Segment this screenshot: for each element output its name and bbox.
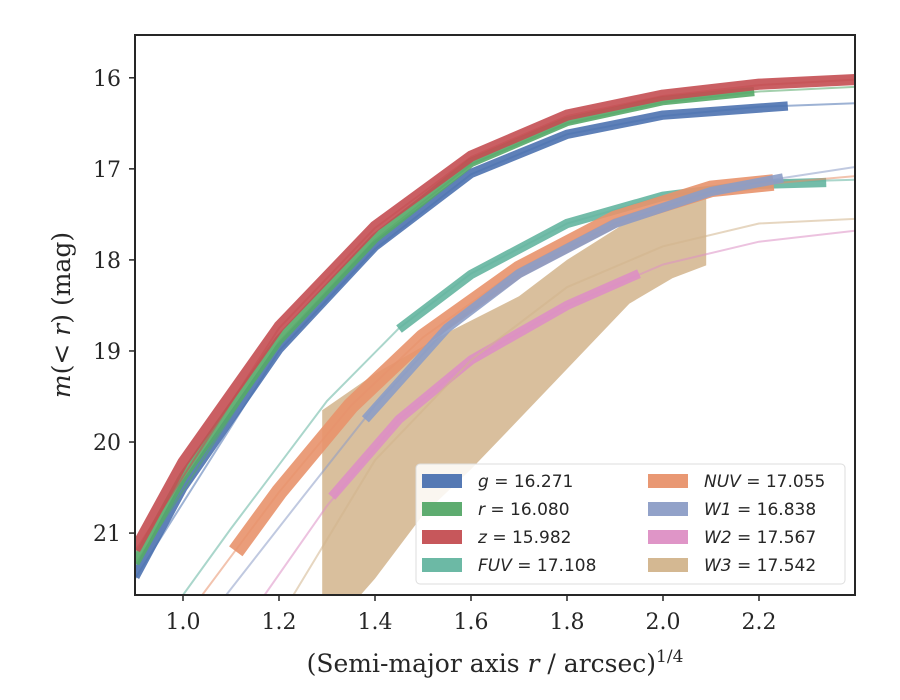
series-w3-curve [292, 217, 855, 595]
legend-label-z: z = 15.982 [477, 528, 571, 548]
series-w1-measured [361, 173, 784, 423]
x-tick-label: 1.8 [550, 610, 585, 635]
legend-swatch-r [422, 502, 462, 516]
legend-swatch-fuv [422, 558, 462, 572]
legend-swatch-w1 [648, 502, 688, 516]
legend-label-nuv: NUV = 17.055 [704, 472, 825, 492]
y-tick-label: 21 [93, 522, 121, 547]
x-tick-label: 1.0 [166, 610, 201, 635]
legend-swatch-w2 [648, 530, 688, 544]
y-tick-label: 20 [93, 431, 121, 456]
x-tick-label: 1.4 [358, 610, 393, 635]
y-tick-label: 18 [93, 249, 121, 274]
legend-label-w3: W3 = 17.542 [704, 556, 816, 576]
legend-box [415, 463, 846, 585]
legend: g = 16.271 NUV = 17.055 r = 16.080 W1 = 16.… [415, 463, 846, 585]
y-axis: 16 17 18 19 20 21 [93, 67, 135, 547]
legend-label-w1: W1 = 16.838 [704, 500, 816, 520]
x-axis-label: (Semi-major axis r / arcsec)1/4 [307, 647, 684, 678]
y-tick-label: 19 [93, 340, 121, 365]
legend-label-w2: W2 = 17.567 [704, 528, 816, 548]
series-z-measured [135, 74, 855, 553]
y-tick-label: 16 [93, 67, 121, 92]
legend-swatch-w3 [648, 558, 688, 572]
y-axis-label: m(< r) (mag) [47, 232, 76, 398]
x-tick-label: 1.2 [262, 610, 297, 635]
legend-swatch-z [422, 530, 462, 544]
x-tick-label: 2.0 [646, 610, 681, 635]
y-tick-label: 17 [93, 158, 121, 183]
legend-label-fuv: FUV = 17.108 [478, 556, 596, 576]
series-lines [135, 74, 855, 595]
legend-label-r: r = 16.080 [478, 500, 570, 520]
x-tick-label: 1.6 [454, 610, 489, 635]
plot-frame [134, 34, 856, 596]
x-axis: 1.0 1.2 1.4 1.6 1.8 2.0 2.2 [166, 595, 777, 635]
x-tick-label: 2.2 [742, 610, 777, 635]
legend-swatch-g [422, 474, 462, 488]
legend-label-g: g = 16.271 [478, 472, 573, 492]
legend-swatch-nuv [648, 474, 688, 488]
